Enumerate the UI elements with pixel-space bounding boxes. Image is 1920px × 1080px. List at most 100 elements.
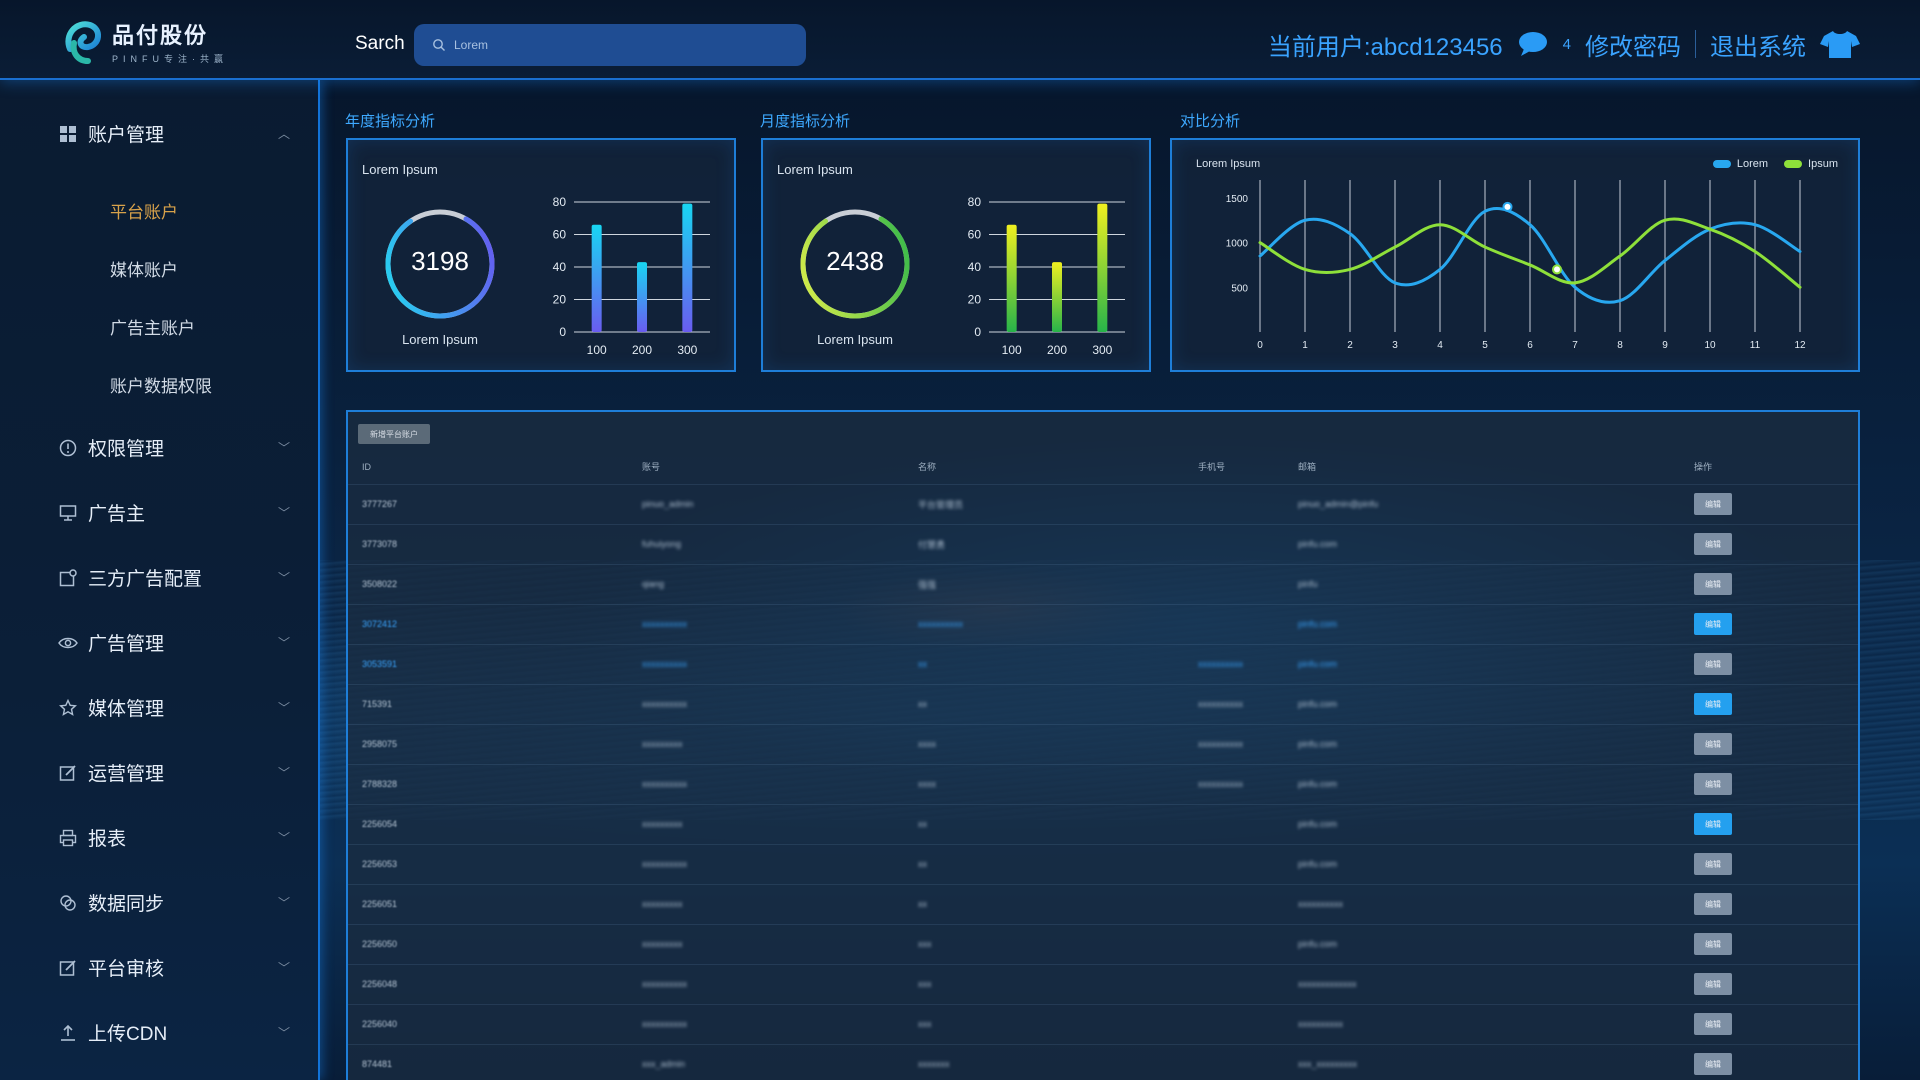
table-row[interactable]: 2256050 xxxxxxxxx xxx pinfu.com 编辑 bbox=[348, 924, 1858, 965]
sidebar-group-account[interactable]: 账户管理 ︿ bbox=[58, 120, 290, 147]
table-row[interactable]: 2788328 xxxxxxxxxx xxxx xxxxxxxxxx pinfu.com… bbox=[348, 764, 1858, 805]
monthly-analysis-title: 月度指标分析 bbox=[760, 113, 851, 130]
bar bbox=[1052, 262, 1062, 332]
current-user: 当前用户:abcd123456 bbox=[1267, 33, 1503, 61]
table-row[interactable]: 2256048 xxxxxxxxxx xxx xxxxxxxxxxxxx 编辑 bbox=[348, 964, 1858, 1005]
table-row[interactable]: 2256054 xxxxxxxxx xx pinfu.com 编辑 bbox=[348, 804, 1858, 845]
column-header-id: ID bbox=[348, 450, 628, 485]
table-row[interactable]: 715391 xxxxxxxxxx xx xxxxxxxxxx pinfu.com 编辑 bbox=[348, 684, 1858, 725]
edit-button[interactable]: 编辑 bbox=[1694, 1013, 1732, 1035]
edit-button[interactable]: 编辑 bbox=[1694, 813, 1732, 835]
chevron-down-icon: ﹀ bbox=[277, 766, 290, 780]
divider bbox=[1695, 30, 1696, 58]
cell-actions: 编辑 bbox=[1680, 604, 1858, 645]
table-row[interactable]: 2256053 xxxxxxxxxx xx pinfu.com 编辑 bbox=[348, 844, 1858, 885]
edit-button[interactable]: 编辑 bbox=[1694, 733, 1732, 755]
edit-button[interactable]: 编辑 bbox=[1694, 893, 1732, 915]
x-tick-label: 5 bbox=[1482, 340, 1488, 351]
edit-button[interactable]: 编辑 bbox=[1694, 573, 1732, 595]
cell-account: xxxxxxxxx bbox=[628, 884, 904, 925]
sidebar-group-advertiser[interactable]: 广告主 ﹀ bbox=[58, 499, 290, 526]
cell-actions: 编辑 bbox=[1680, 764, 1858, 805]
table-row[interactable]: 3053591 xxxxxxxxxx xx xxxxxxxxxx pinfu.com 编辑 bbox=[348, 644, 1858, 685]
search-box[interactable] bbox=[414, 24, 806, 66]
add-platform-account-button[interactable]: 新增平台账户 bbox=[358, 424, 430, 444]
edit-button[interactable]: 编辑 bbox=[1694, 853, 1732, 875]
cell-name: xxxx bbox=[904, 724, 1184, 765]
sidebar-group-media-management[interactable]: 媒体管理 ﹀ bbox=[58, 694, 290, 721]
edit-button[interactable]: 编辑 bbox=[1694, 693, 1732, 715]
search-input[interactable] bbox=[454, 38, 794, 52]
cell-email: pinfu.com bbox=[1284, 604, 1680, 645]
cell-email: pinfu.com bbox=[1284, 764, 1680, 805]
cell-phone: xxxxxxxxxx bbox=[1184, 684, 1284, 725]
cell-actions: 编辑 bbox=[1680, 804, 1858, 845]
cell-name: xx bbox=[904, 684, 1184, 725]
table-row[interactable]: 3072412 xxxxxxxxxx xxxxxxxxxx pinfu.com 编辑 bbox=[348, 604, 1858, 645]
edit-button[interactable]: 编辑 bbox=[1694, 1053, 1732, 1075]
cell-id: 2256048 bbox=[348, 964, 628, 1005]
sidebar-item-media-account[interactable]: 媒体账户 bbox=[110, 261, 178, 280]
cell-phone: xxxxxxxxxx bbox=[1184, 724, 1284, 765]
edit-button[interactable]: 编辑 bbox=[1694, 533, 1732, 555]
y-tick-label: 40 bbox=[553, 260, 567, 274]
x-tick-label: 1 bbox=[1302, 340, 1308, 351]
y-tick-label: 20 bbox=[553, 293, 567, 307]
sidebar-group-label: 运营管理 bbox=[88, 764, 165, 785]
shirt-icon[interactable] bbox=[1820, 29, 1860, 59]
edit-button[interactable]: 编辑 bbox=[1694, 653, 1732, 675]
cell-id: 2256054 bbox=[348, 804, 628, 845]
sidebar-group-upload-cdn[interactable]: 上传CDN ﹀ bbox=[58, 1019, 290, 1046]
x-tick-label: 100 bbox=[587, 343, 607, 357]
edit-button[interactable]: 编辑 bbox=[1694, 613, 1732, 635]
table-row[interactable]: 2958075 xxxxxxxxx xxxx xxxxxxxxxx pinfu.com 编… bbox=[348, 724, 1858, 765]
cell-phone bbox=[1184, 844, 1284, 885]
compare-analysis-title: 对比分析 bbox=[1180, 113, 1241, 130]
cell-actions: 编辑 bbox=[1680, 844, 1858, 885]
table-row[interactable]: 2256040 xxxxxxxxxx xxx xxxxxxxxxx 编辑 bbox=[348, 1004, 1858, 1045]
legend-item-ipsum: Ipsum bbox=[1784, 158, 1838, 170]
edit-button[interactable]: 编辑 bbox=[1694, 493, 1732, 515]
eye-icon bbox=[58, 633, 78, 653]
monthly-bar-chart: 0 20 40 60 80 100 200 300 bbox=[968, 195, 1125, 357]
cell-actions: 编辑 bbox=[1680, 564, 1858, 605]
sidebar-group-ad-management[interactable]: 广告管理 ﹀ bbox=[58, 629, 290, 656]
edit-button[interactable]: 编辑 bbox=[1694, 933, 1732, 955]
cell-actions: 编辑 bbox=[1680, 644, 1858, 685]
grid-icon bbox=[58, 124, 78, 144]
monthly-gauge bbox=[800, 209, 910, 319]
sidebar-group-platform-review[interactable]: 平台审核 ﹀ bbox=[58, 954, 290, 981]
sidebar-group-operations[interactable]: 运营管理 ﹀ bbox=[58, 759, 290, 786]
cell-account: xxxxxxxxxx bbox=[628, 604, 904, 645]
cell-account: xxxxxxxxx bbox=[628, 924, 904, 965]
sidebar-group-permission[interactable]: 权限管理 ﹀ bbox=[58, 434, 290, 461]
cell-id: 874481 bbox=[348, 1044, 628, 1080]
sidebar-group-reports[interactable]: 报表 ﹀ bbox=[58, 824, 290, 851]
message-icon[interactable] bbox=[1517, 31, 1549, 57]
logout-link[interactable]: 退出系统 bbox=[1710, 33, 1806, 61]
column-header-email: 邮箱 bbox=[1284, 450, 1680, 485]
cell-email: pinfu.com bbox=[1284, 844, 1680, 885]
edit-button[interactable]: 编辑 bbox=[1694, 973, 1732, 995]
gauge-caption: Lorem Ipsum bbox=[817, 332, 893, 347]
sidebar-group-third-party-ad[interactable]: 三方广告配置 ﹀ bbox=[58, 564, 290, 591]
table-row[interactable]: 3777267 pinuo_admin 平台管理员 pinuo_admin@pinfu… bbox=[348, 484, 1858, 525]
sidebar-item-advertiser-account[interactable]: 广告主账户 bbox=[110, 319, 195, 338]
table-row[interactable]: 874481 xxx_admin xxxxxxx xxx_xxxxxxxxx 编辑 bbox=[348, 1044, 1858, 1080]
highlight-point bbox=[1552, 264, 1562, 275]
change-password-link[interactable]: 修改密码 bbox=[1585, 33, 1681, 61]
sidebar-item-platform-account[interactable]: 平台账户 bbox=[110, 203, 178, 222]
edit-button[interactable]: 编辑 bbox=[1694, 773, 1732, 795]
cell-id: 3072412 bbox=[348, 604, 628, 645]
sidebar-group-data-sync[interactable]: 数据同步 ﹀ bbox=[58, 889, 290, 916]
cell-id: 2958075 bbox=[348, 724, 628, 765]
sidebar-item-account-data-permission[interactable]: 账户数据权限 bbox=[110, 377, 212, 396]
cell-email: pinfu.com bbox=[1284, 924, 1680, 965]
table-row[interactable]: 2256051 xxxxxxxxx xx xxxxxxxxxx 编辑 bbox=[348, 884, 1858, 925]
table-row[interactable]: 3773078 fuhuiyong 付慧勇 pinfu.com 编辑 bbox=[348, 524, 1858, 565]
x-tick-label: 200 bbox=[1047, 343, 1067, 357]
chevron-down-icon: ﹀ bbox=[277, 701, 290, 715]
cell-name: xxxxxxxxxx bbox=[904, 604, 1184, 645]
table-row[interactable]: 3508022 qiang 强强 pinfu 编辑 bbox=[348, 564, 1858, 605]
cell-id: 2256050 bbox=[348, 924, 628, 965]
